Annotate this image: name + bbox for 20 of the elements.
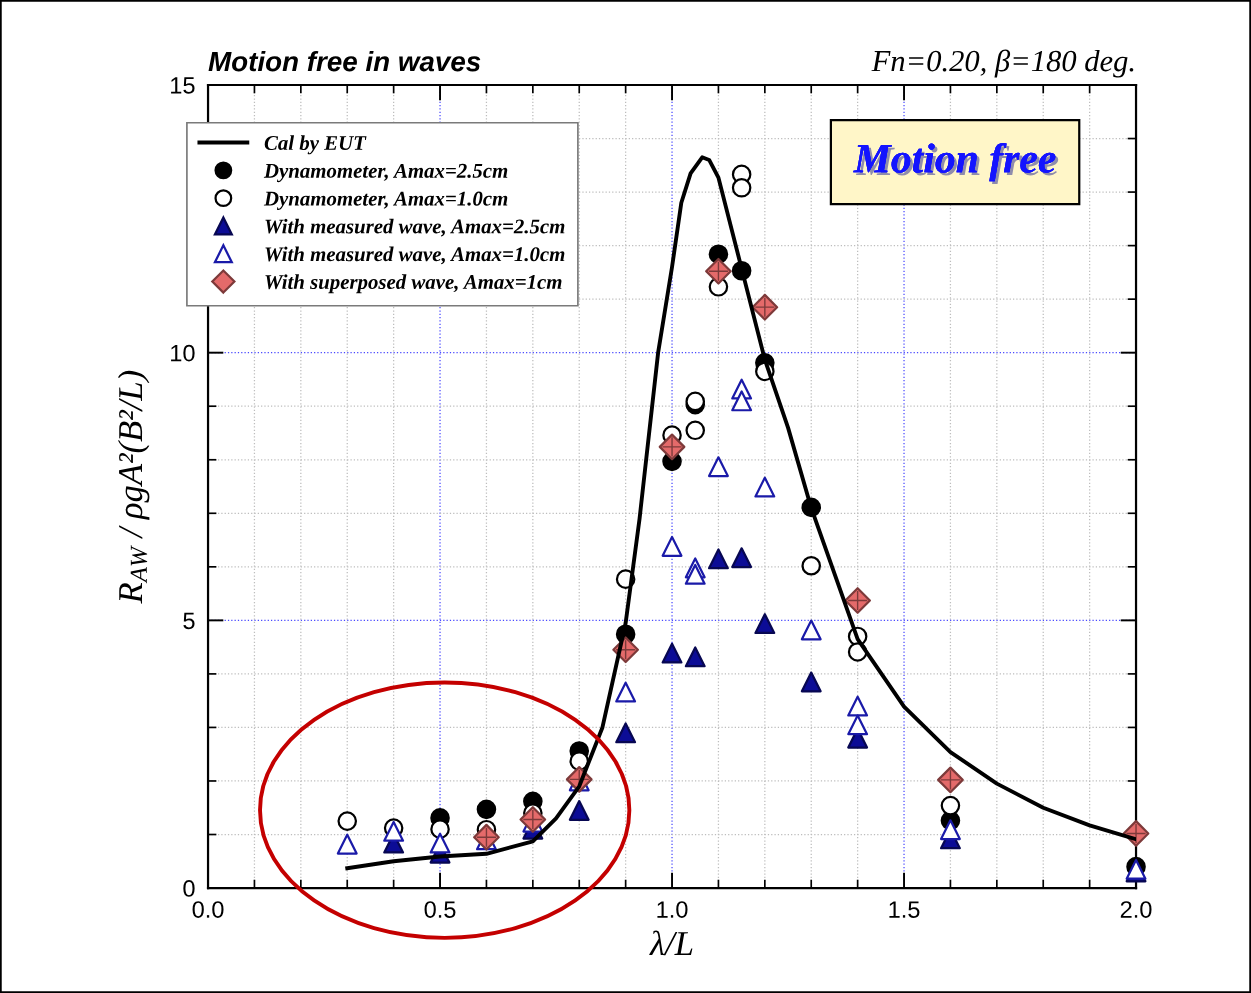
y-tick-label: 0 — [183, 880, 195, 897]
x-axis-title: λ/L — [649, 930, 693, 956]
x-tick-label: 0.0 — [192, 901, 224, 918]
y-tick-label: 5 — [183, 612, 195, 630]
legend-label: Dynamometer, Amax=1.0cm — [263, 191, 508, 210]
annotation: Motion free — [853, 142, 1059, 184]
legend-label: With measured wave, Amax=2.5cm — [265, 218, 565, 237]
y-tick-label: 15 — [171, 77, 195, 94]
y-tick-label: 10 — [171, 344, 195, 362]
legend-label: Dynamometer, Amax=2.5cm — [263, 163, 508, 183]
y-axis-title: R$_{AW}$ / ρgA²(B²/L) — [117, 370, 150, 604]
x-tick-label: 1.0 — [657, 901, 688, 918]
legend-label: Cal by EUT — [264, 135, 367, 155]
x-tick-label: 2.0 — [1120, 901, 1152, 918]
legend-label: With superposed wave, Amax=1cm — [265, 274, 562, 294]
chart-title: Motion free in waves — [208, 50, 481, 72]
chart-subtitle: Fn=0.20, β=180 deg. — [871, 49, 1134, 78]
legend-label: With measured wave, Amax=1.0cm — [265, 246, 565, 265]
x-tick-label: 1.5 — [889, 901, 920, 918]
x-tick-label: 0.5 — [424, 901, 456, 918]
